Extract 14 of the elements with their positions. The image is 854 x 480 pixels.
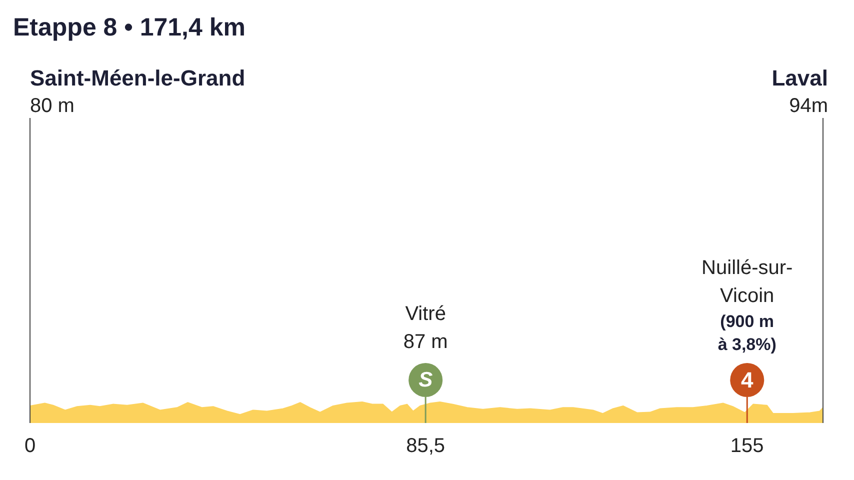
- x-tick-label: 0: [24, 435, 36, 457]
- text: 4: [741, 368, 754, 392]
- text: 94m: [789, 95, 828, 117]
- x-tick-label: 85,5: [406, 435, 446, 457]
- x-tick-label: 155: [730, 435, 764, 457]
- text: Nuillé-sur- Vicoin: [702, 257, 793, 307]
- text: Vitré: [405, 303, 446, 325]
- ref-line-label: Laval: [772, 66, 828, 90]
- ref-line-label: Saint-Méen-le-Grand: [30, 66, 246, 90]
- chart-title: Etappe 8 • 171,4 km: [13, 14, 246, 42]
- text: 80 m: [30, 95, 74, 117]
- text: S: [418, 368, 433, 392]
- text: (900 m à 3,8%): [718, 312, 776, 354]
- text: 87 m: [403, 331, 448, 353]
